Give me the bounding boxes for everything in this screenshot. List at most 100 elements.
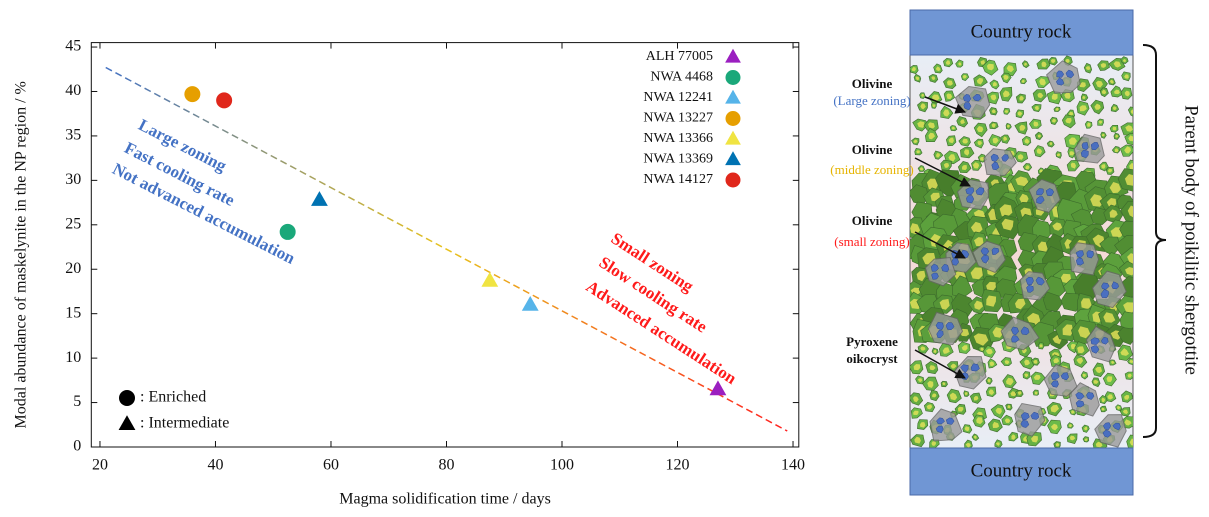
olivine-rim: [1049, 142, 1053, 146]
olivine-rim: [962, 138, 968, 144]
olivine-rim: [1079, 105, 1087, 112]
olivine-rim: [1130, 109, 1133, 114]
olivine-rim: [960, 119, 965, 124]
olivine-rim: [1001, 218, 1014, 231]
olivine-rim: [915, 76, 920, 81]
pyroxene-inclusion: [935, 321, 944, 330]
pyroxene: [1000, 316, 1040, 351]
label-title: Pyroxene: [846, 334, 898, 349]
chart: 20 40 60 80 100 120 140 0 5 10 15 20 25 30 35 40 45 Magma…: [13, 38, 805, 508]
olivine-rim: [1129, 359, 1133, 363]
olivine-rim: [1055, 443, 1060, 447]
olivine-rim: [976, 126, 984, 133]
olivine-rim: [1084, 426, 1088, 431]
pyroxene-inclusion: [991, 161, 1000, 171]
olivine-rim: [1106, 376, 1113, 382]
olivine-rim: [995, 407, 1002, 415]
olivine-rim: [927, 380, 934, 388]
olivine-rim: [970, 221, 983, 234]
olivine-rim: [1101, 164, 1106, 169]
olivine-rim: [1108, 168, 1113, 173]
label-sub: (small zoning): [834, 234, 909, 249]
y-tick-label: 5: [73, 393, 81, 410]
olivine-rim: [926, 404, 933, 410]
olivine-rim: [951, 126, 955, 130]
olivine-rim: [999, 204, 1013, 217]
olivine-rim: [1015, 298, 1026, 310]
olivine-rim: [913, 410, 919, 415]
olivine-rim: [920, 103, 926, 110]
marker-key-label: : Intermediate: [140, 415, 229, 432]
olivine-rim: [926, 178, 939, 191]
pyroxene-inclusion: [1075, 257, 1085, 266]
olivine-rim: [948, 137, 954, 144]
olivine-rim: [1087, 122, 1091, 127]
point: [311, 191, 328, 206]
label-title: Olivine: [852, 142, 893, 157]
olivine-rim: [1085, 66, 1091, 70]
olivine-rim: [932, 104, 936, 107]
pyroxene-inclusion: [1101, 336, 1109, 345]
pyroxene-inclusion: [1112, 422, 1121, 431]
point: [481, 271, 499, 287]
legend-label: NWA 14127: [643, 172, 713, 187]
pyroxene-inclusion: [1090, 142, 1100, 151]
olivine-rim: [1004, 360, 1010, 365]
legend-marker: [725, 172, 741, 188]
olivine-rim: [1052, 222, 1063, 231]
olivine-rim: [991, 109, 996, 113]
olivine-rim: [1041, 61, 1047, 68]
olivine-rim: [1055, 107, 1059, 111]
olivine-rim: [1127, 373, 1132, 378]
olivine-rim: [910, 223, 921, 235]
olivine-rim: [962, 75, 967, 79]
olivine-rim: [1113, 61, 1121, 68]
olivine-rim: [1111, 360, 1115, 364]
olivine-rim: [939, 299, 950, 310]
country-rock-label: Country rock: [971, 460, 1072, 481]
olivine-rim: [1082, 96, 1086, 100]
point: [709, 380, 727, 396]
olivine-rim: [987, 378, 991, 383]
olivine-rim: [1069, 111, 1074, 116]
olivine-rim: [920, 346, 926, 351]
olivine-rim: [945, 60, 951, 65]
pyroxene-inclusion: [1001, 154, 1009, 162]
pyroxene: [929, 408, 963, 442]
olivine-rim: [916, 270, 926, 282]
olivine-rim: [1125, 125, 1133, 132]
olivine-rim: [1039, 78, 1046, 86]
pyroxene-inclusion: [965, 187, 975, 196]
y-tick-label: 0: [73, 438, 81, 455]
point: [216, 92, 233, 109]
pyroxene-inclusion: [1035, 276, 1045, 286]
olivine-rim: [990, 94, 997, 101]
y-tick-label: 20: [65, 260, 81, 277]
olivine-rim: [1021, 79, 1025, 83]
olivine-rim: [1117, 405, 1121, 410]
olivine-rim: [1124, 74, 1129, 79]
olivine-rim: [992, 82, 997, 87]
x-tick-label: 120: [666, 457, 690, 474]
olivine-rim: [1114, 148, 1119, 153]
olivine-rim: [942, 382, 946, 386]
olivine-rim: [1024, 373, 1029, 378]
crystals: [910, 55, 1133, 448]
x-tick-label: 20: [92, 457, 108, 474]
olivine-rim: [1010, 391, 1017, 397]
legend-label: NWA 13227: [643, 111, 713, 126]
olivine-rim: [920, 167, 924, 171]
pyroxene-inclusion: [1086, 250, 1094, 259]
olivine-rim: [1101, 89, 1107, 95]
olivine: [1120, 200, 1133, 223]
olivine-rim: [1129, 162, 1133, 171]
pyroxene-inclusion: [963, 94, 972, 103]
olivine-rim: [946, 93, 953, 100]
point: [184, 86, 201, 103]
olivine-rim: [961, 345, 968, 351]
label-sub: (middle zoning): [830, 162, 913, 177]
pyroxene-inclusion: [1036, 196, 1045, 204]
olivine-rim: [914, 436, 921, 444]
marker-key: [119, 390, 135, 406]
olivine-rim: [1019, 95, 1024, 101]
